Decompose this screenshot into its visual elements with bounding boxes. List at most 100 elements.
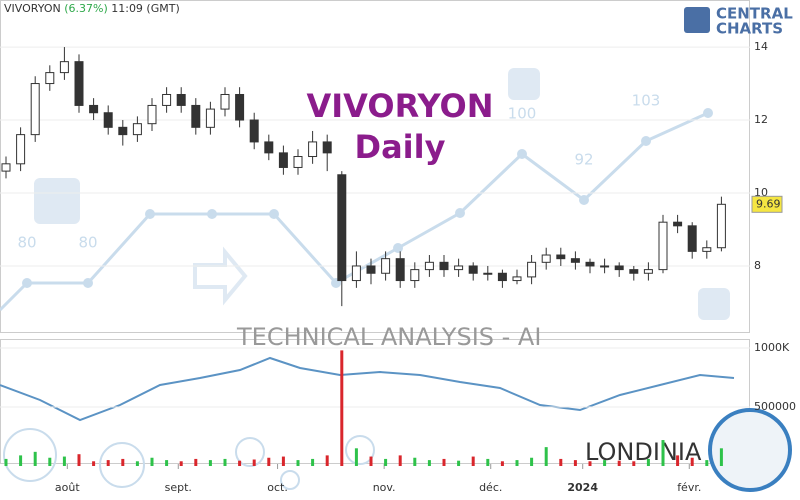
candle-body: [220, 93, 230, 110]
candle-body: [424, 261, 434, 271]
candle-body: [585, 261, 595, 267]
volume-bar: [559, 458, 563, 466]
volume-bar: [603, 460, 607, 466]
candle-body: [205, 108, 215, 128]
candle-body: [512, 276, 522, 282]
volume-bar: [19, 455, 23, 466]
volume-bar: [252, 459, 256, 466]
y-tick-label: 12: [754, 113, 768, 126]
volume-bar: [150, 457, 154, 466]
candle-body: [673, 221, 683, 227]
candle-body: [264, 141, 274, 154]
candle-body: [410, 269, 420, 282]
candle-body: [600, 265, 610, 268]
candle-body: [322, 141, 332, 154]
y-tick-label: 14: [754, 40, 768, 53]
candle-body: [497, 272, 507, 282]
volume-bar: [661, 440, 665, 466]
x-tick-label: août: [55, 481, 80, 494]
watermark-score: 92: [574, 151, 593, 169]
candle-body: [643, 269, 653, 274]
volume-bar: [121, 458, 125, 466]
volume-bar: [208, 460, 212, 466]
volume-bar: [194, 458, 198, 466]
watermark-brand: LONDINIA: [585, 438, 702, 466]
volume-bar: [165, 460, 169, 466]
y-tick-label: 8: [754, 259, 761, 272]
candle-body: [16, 134, 26, 165]
logo-icon: [684, 7, 710, 33]
volume-bar: [296, 460, 300, 466]
header: VIVORYON (6.37%) 11:09 (GMT): [4, 2, 180, 15]
x-tick-label: 2024: [567, 481, 598, 494]
logo-line1: CENTRAL: [716, 5, 793, 23]
candle-body: [176, 93, 186, 106]
candle-body: [235, 93, 245, 121]
volume-bar: [179, 461, 183, 466]
volume-bar: [705, 460, 709, 466]
watermark-dots: [22, 108, 713, 288]
y-tick-label: 10: [754, 186, 768, 199]
volume-bar: [457, 460, 461, 466]
volume-bar: [354, 448, 358, 466]
candle-body: [658, 221, 668, 271]
volume-bar: [267, 457, 271, 466]
watermark-hexagons: [3, 428, 375, 490]
watermark-icon: [34, 178, 80, 224]
volume-bar: [369, 456, 373, 466]
volume-bar: [719, 448, 723, 466]
brand-avatar: [708, 408, 792, 492]
candle-body: [541, 254, 551, 263]
candle-body: [89, 104, 99, 114]
volume-bar: [544, 447, 548, 466]
watermark-score: 80: [17, 234, 36, 252]
candle-body: [118, 126, 128, 136]
candle-body: [629, 269, 639, 274]
volume-bar: [238, 460, 242, 466]
chart-title: VIVORYON: [307, 87, 494, 125]
watermark-score: 100: [508, 105, 537, 123]
volume-bar: [588, 461, 592, 466]
candle-body: [702, 247, 712, 252]
candle-body: [249, 119, 259, 143]
logo-line2: CHARTS: [716, 20, 783, 38]
candle-body: [162, 93, 172, 106]
candle-body: [45, 72, 55, 85]
candle-body: [30, 83, 40, 136]
volume-tick-label: 1000K: [754, 341, 790, 354]
candle-body: [337, 174, 347, 282]
volume-bar: [471, 456, 475, 466]
candle-body: [191, 104, 201, 128]
volume-bar: [398, 455, 402, 466]
volume-bar: [573, 460, 577, 466]
candle-body: [308, 141, 318, 158]
x-tick-label: sept.: [165, 481, 192, 494]
volume-bar: [281, 456, 285, 466]
volume-bar: [427, 460, 431, 466]
x-tick-label: oct.: [267, 481, 288, 494]
volume-bar: [500, 461, 504, 466]
volume-bar: [223, 458, 227, 466]
watermark-arrow: [193, 246, 248, 306]
change: (6.37%): [64, 2, 108, 15]
candle-body: [293, 156, 303, 168]
volume-bar: [486, 458, 490, 466]
chart-subtitle: Daily: [355, 128, 446, 166]
candle-body: [556, 254, 566, 260]
watermark-analysis: TECHNICAL ANALYSIS - AI: [236, 323, 541, 351]
watermark-icon: [698, 288, 730, 320]
volume-bar: [442, 458, 446, 466]
volume-bar: [62, 456, 66, 466]
volume-pane: [0, 339, 750, 464]
candle-body: [351, 265, 361, 282]
candle-body: [454, 265, 464, 271]
x-tick-label: nov.: [373, 481, 396, 494]
volume-bar: [325, 455, 329, 466]
volume-bar: [106, 460, 110, 466]
candle-body: [439, 261, 449, 271]
volume-bar: [311, 458, 315, 466]
x-tick-label: févr.: [677, 481, 701, 494]
volume-bar: [617, 460, 621, 466]
